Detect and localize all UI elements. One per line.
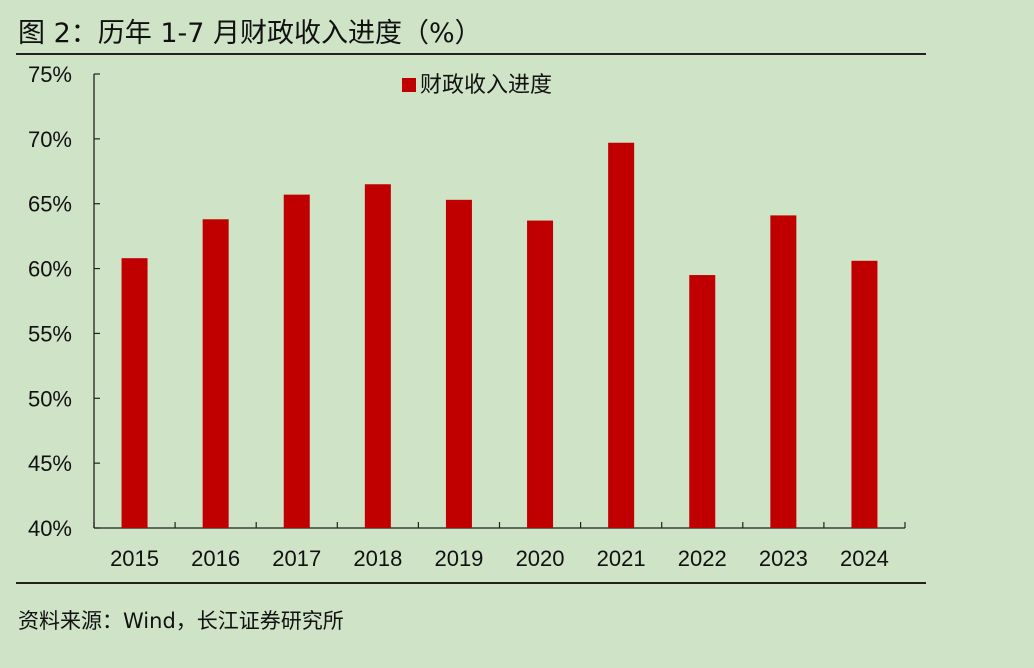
bar-2021	[608, 142, 635, 528]
bar-2023	[770, 215, 797, 529]
x-tick-label: 2023	[759, 546, 808, 571]
title-rule	[16, 53, 926, 55]
bar-2022	[689, 275, 716, 528]
bar-2016	[202, 219, 229, 528]
chart-legend: 财政收入进度	[402, 72, 552, 97]
bar-2017	[283, 194, 310, 529]
x-tick-label: 2017	[272, 546, 321, 571]
bar-2020	[527, 220, 554, 528]
y-tick-label: 70%	[28, 127, 72, 152]
bar-2019	[445, 199, 472, 528]
x-tick-label: 2024	[840, 546, 889, 571]
source-rule	[16, 582, 926, 584]
legend-label: 财政收入进度	[420, 72, 552, 97]
bar-2015	[121, 258, 148, 528]
x-tick-label: 2019	[434, 546, 483, 571]
bar-2018	[364, 184, 391, 528]
y-tick-label: 50%	[28, 386, 72, 411]
chart-bars	[121, 142, 878, 529]
y-tick-label: 55%	[28, 321, 72, 346]
y-tick-label: 60%	[28, 257, 72, 282]
x-tick-label: 2015	[110, 546, 159, 571]
figure-title: 图 2：历年 1-7 月财政收入进度（%）	[18, 18, 482, 49]
legend-swatch	[402, 78, 416, 92]
source-note: 资料来源：Wind，长江证券研究所	[18, 609, 344, 633]
x-tick-label: 2016	[191, 546, 240, 571]
y-tick-label: 65%	[28, 192, 72, 217]
x-tick-label: 2022	[678, 546, 727, 571]
x-tick-label: 2018	[353, 546, 402, 571]
y-tick-label: 75%	[28, 62, 72, 87]
y-tick-label: 40%	[28, 516, 72, 541]
x-tick-label: 2021	[597, 546, 646, 571]
chart-axes: 40% 45% 50% 55% 60% 65% 70% 75% 2015 2016 2017 2018…	[28, 62, 906, 571]
y-tick-label: 45%	[28, 451, 72, 476]
bar-2024	[851, 260, 878, 528]
x-tick-label: 2020	[516, 546, 565, 571]
